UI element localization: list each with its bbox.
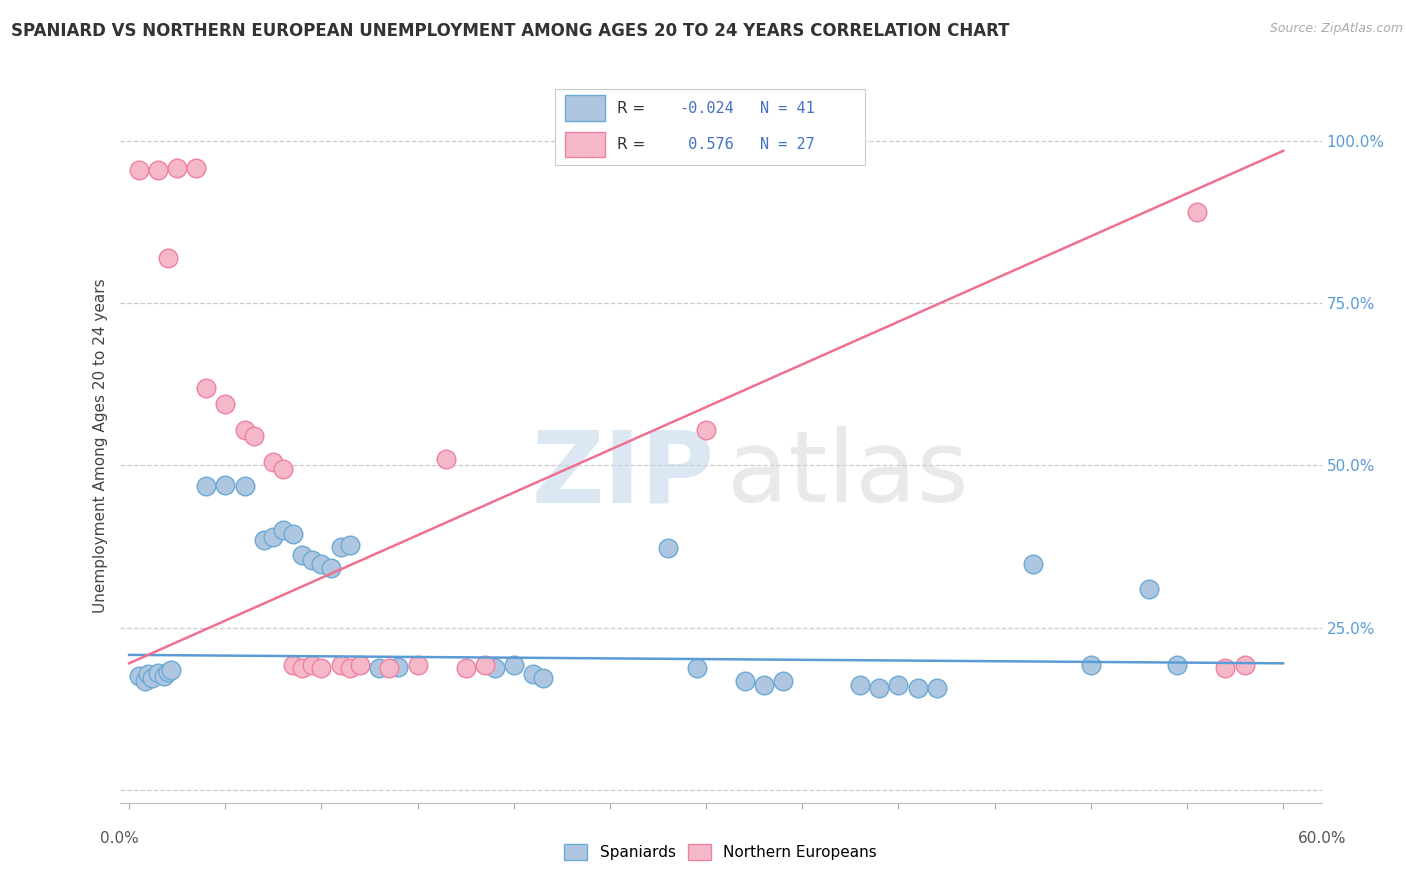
Point (1185, 205, 1208, 219)
Point (368, 661, 391, 675)
Legend: Spaniards, Northern Europeans: Spaniards, Northern Europeans (558, 838, 883, 866)
Point (734, 673, 756, 688)
Point (887, 678, 910, 692)
Point (271, 524, 294, 538)
Point (925, 681, 948, 695)
Point (166, 161, 188, 176)
Point (262, 530, 284, 544)
Point (1215, 661, 1237, 675)
Text: 0.0%: 0.0% (100, 831, 139, 846)
Point (868, 681, 890, 695)
Point (378, 661, 401, 675)
Y-axis label: Unemployment Among Ages 20 to 24 years: Unemployment Among Ages 20 to 24 years (93, 278, 108, 614)
Point (134, 673, 156, 688)
Point (253, 533, 276, 547)
Point (685, 661, 707, 675)
Point (146, 163, 169, 178)
Text: R =: R = (617, 137, 645, 152)
Point (387, 659, 409, 673)
Point (291, 548, 314, 562)
Point (329, 658, 352, 673)
Point (214, 397, 236, 411)
Point (195, 381, 218, 395)
Point (128, 669, 150, 683)
Point (301, 658, 323, 673)
Point (522, 667, 544, 681)
Point (214, 478, 236, 492)
Point (1233, 658, 1256, 673)
Point (243, 429, 266, 443)
Point (1166, 658, 1188, 673)
Point (695, 423, 717, 437)
Point (349, 658, 371, 673)
Text: Source: ZipAtlas.com: Source: ZipAtlas.com (1270, 22, 1403, 36)
Text: atlas: atlas (727, 426, 969, 523)
Point (484, 661, 506, 675)
Point (1080, 658, 1102, 673)
Point (752, 678, 775, 692)
Bar (565, 132, 605, 158)
Text: SPANIARD VS NORTHERN EUROPEAN UNEMPLOYMENT AMONG AGES 20 TO 24 YEARS CORRELATION: SPANIARD VS NORTHERN EUROPEAN UNEMPLOYME… (11, 22, 1010, 40)
Point (281, 526, 304, 541)
Point (502, 658, 524, 673)
Point (156, 251, 179, 265)
Point (531, 671, 554, 685)
Point (311, 557, 333, 571)
Text: R =: R = (617, 101, 645, 116)
Point (291, 661, 314, 675)
Point (160, 663, 183, 677)
Point (152, 669, 174, 683)
Point (657, 541, 679, 556)
Point (339, 538, 361, 552)
Point (233, 423, 256, 437)
Point (319, 561, 342, 575)
Point (281, 658, 304, 673)
Point (146, 666, 169, 681)
Text: -0.024: -0.024 (679, 101, 734, 116)
Bar (565, 95, 605, 121)
Text: N = 27: N = 27 (759, 137, 814, 152)
Point (128, 163, 150, 178)
Point (339, 661, 361, 675)
Point (474, 658, 496, 673)
Point (301, 552, 323, 566)
Text: 60.0%: 60.0% (1298, 831, 1346, 846)
Point (436, 452, 458, 467)
Point (141, 671, 163, 685)
Point (772, 674, 794, 689)
Point (406, 658, 429, 673)
Point (233, 479, 256, 493)
Point (156, 665, 179, 679)
Point (1137, 582, 1160, 596)
Point (1022, 557, 1045, 571)
Point (311, 661, 333, 675)
Text: 0.576: 0.576 (679, 137, 734, 152)
Point (849, 678, 872, 692)
Point (329, 540, 352, 554)
Point (195, 479, 218, 493)
Text: ZIP: ZIP (531, 426, 714, 523)
Point (138, 667, 160, 681)
Point (271, 461, 294, 475)
Point (454, 661, 477, 675)
Text: N = 41: N = 41 (759, 101, 814, 116)
Point (907, 681, 929, 695)
Point (186, 161, 208, 176)
Point (262, 455, 284, 469)
